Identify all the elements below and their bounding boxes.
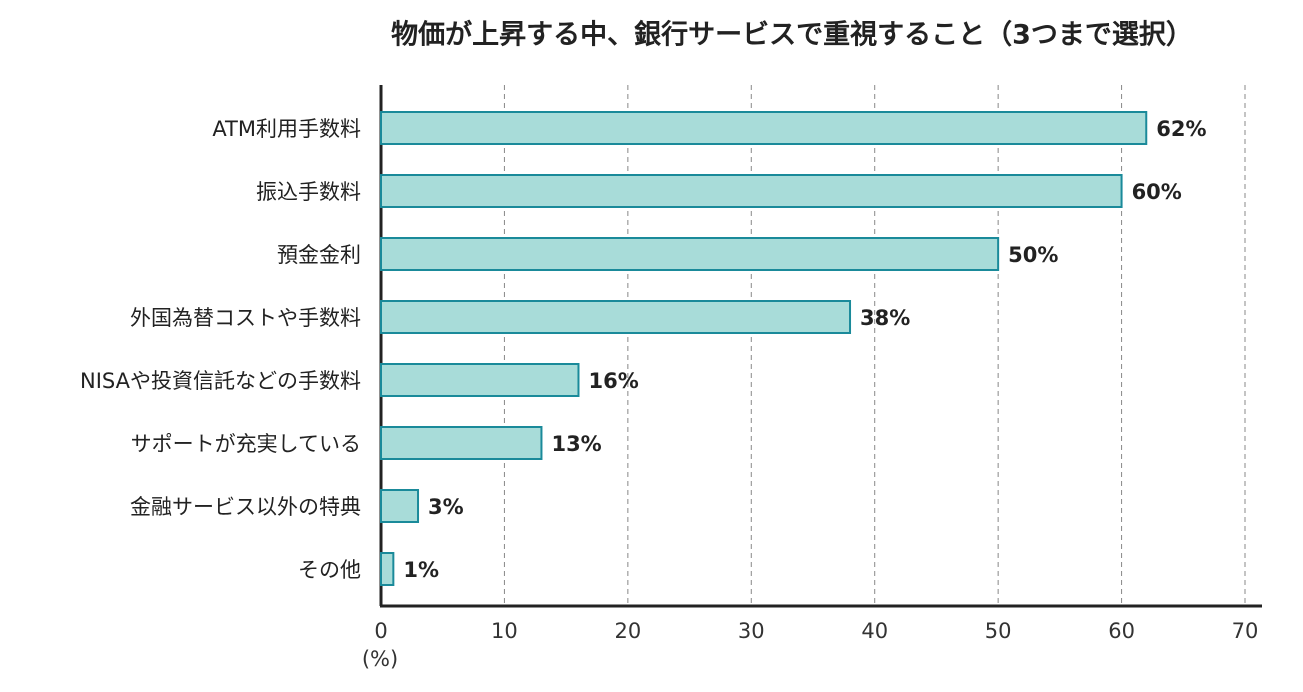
y-tick-label: サポートが充実している — [131, 432, 361, 456]
value-label: 60% — [1132, 180, 1182, 204]
value-label: 38% — [860, 306, 910, 330]
y-tick-label: NISAや投資信託などの手数料 — [80, 369, 361, 393]
bar — [380, 363, 580, 397]
x-tick-label: 70 — [1232, 619, 1259, 643]
value-label: 13% — [551, 432, 601, 456]
y-tick-label: 振込手数料 — [256, 180, 361, 204]
y-tick-label: 外国為替コストや手数料 — [130, 306, 361, 330]
x-tick-label: 20 — [614, 619, 641, 643]
y-tick-label: ATM利用手数料 — [212, 117, 361, 141]
value-label: 3% — [428, 495, 464, 519]
x-tick-label: 50 — [985, 619, 1012, 643]
bar — [380, 426, 543, 460]
bar — [380, 237, 1000, 271]
y-tick-label: その他 — [298, 558, 361, 582]
value-label: 16% — [588, 369, 638, 393]
bar — [380, 552, 395, 586]
bar — [380, 111, 1148, 145]
value-label: 50% — [1008, 243, 1058, 267]
x-axis-label: (%) — [362, 647, 398, 671]
bar — [380, 489, 420, 523]
bar — [380, 174, 1123, 208]
x-tick-label: 0 — [374, 619, 387, 643]
y-tick-label: 金融サービス以外の特典 — [130, 495, 361, 519]
value-label: 1% — [403, 558, 439, 582]
y-tick-label: 預金金利 — [277, 243, 361, 267]
x-tick-label: 40 — [861, 619, 888, 643]
x-tick-label: 30 — [738, 619, 765, 643]
x-tick-label: 60 — [1108, 619, 1135, 643]
value-label: 62% — [1156, 117, 1206, 141]
bar — [380, 300, 852, 334]
chart-title: 物価が上昇する中、銀行サービスで重視すること（3つまで選択） — [391, 19, 1193, 51]
x-tick-label: 10 — [491, 619, 518, 643]
